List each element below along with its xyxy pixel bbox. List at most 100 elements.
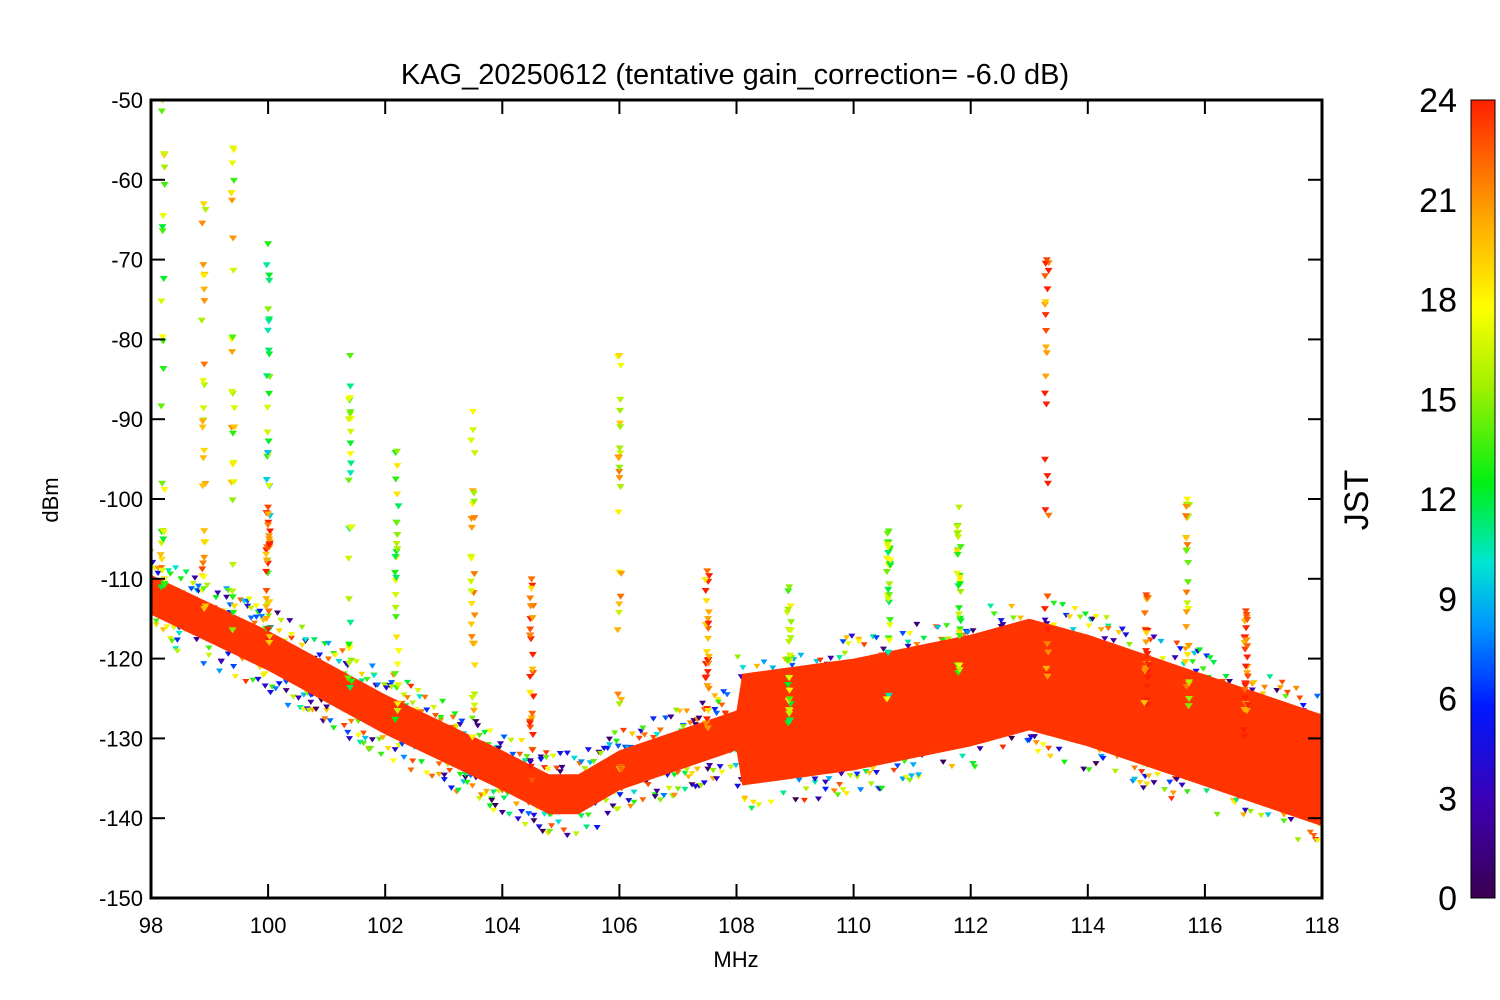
data-point	[1140, 610, 1149, 617]
data-point	[1145, 773, 1153, 779]
data-point	[393, 701, 402, 708]
data-point	[767, 799, 775, 805]
y-tick-label: -120	[99, 647, 143, 672]
x-tick-label: 102	[367, 913, 404, 938]
data-point	[716, 764, 724, 770]
x-tick-label: 100	[250, 913, 287, 938]
data-point	[1257, 812, 1265, 819]
data-point	[1138, 769, 1146, 775]
data-point	[423, 770, 431, 776]
data-point	[456, 771, 464, 778]
data-point	[497, 741, 505, 747]
data-point	[166, 571, 174, 577]
data-point	[784, 657, 793, 664]
data-point	[262, 568, 271, 575]
data-point	[160, 487, 169, 494]
x-tick-label: 110	[836, 913, 871, 938]
data-point	[470, 571, 479, 578]
data-point	[495, 745, 503, 752]
data-point	[1161, 787, 1169, 793]
data-point	[230, 424, 239, 431]
data-point	[1043, 641, 1052, 648]
data-point	[785, 696, 794, 703]
data-point	[525, 811, 533, 817]
data-point	[1044, 512, 1053, 519]
data-point	[252, 603, 260, 609]
data-point	[1276, 685, 1284, 691]
data-point	[469, 490, 478, 497]
data-point	[1142, 683, 1151, 690]
data-point	[720, 689, 728, 695]
data-point	[193, 636, 201, 643]
data-point	[200, 528, 209, 535]
data-point	[718, 702, 726, 708]
data-point	[616, 450, 625, 457]
data-point	[628, 731, 636, 737]
data-point	[816, 657, 824, 663]
colorbar-tick-label: 9	[1438, 581, 1457, 619]
data-point	[509, 751, 517, 758]
data-point	[1157, 638, 1165, 645]
data-point	[884, 544, 893, 551]
data-point	[490, 807, 498, 814]
data-point	[1042, 665, 1051, 672]
data-point	[262, 557, 271, 564]
data-point	[264, 347, 273, 354]
data-point	[1099, 755, 1107, 762]
data-point	[885, 592, 894, 599]
data-point	[785, 711, 794, 718]
data-point	[701, 577, 710, 584]
data-point	[393, 463, 402, 470]
data-point	[1240, 733, 1249, 740]
data-point	[662, 715, 670, 721]
data-point	[1182, 624, 1191, 631]
data-point	[540, 811, 548, 817]
data-point	[630, 799, 638, 805]
data-point	[821, 786, 829, 792]
data-point	[853, 774, 861, 780]
y-tick-label: -130	[99, 726, 143, 751]
data-point	[549, 753, 557, 759]
data-point	[615, 468, 624, 475]
data-point	[956, 544, 965, 551]
data-point	[702, 649, 711, 656]
data-point	[526, 689, 535, 696]
data-point	[1092, 613, 1100, 620]
data-point	[785, 675, 794, 682]
data-point	[570, 755, 578, 762]
data-point	[175, 630, 183, 637]
data-point	[528, 747, 537, 754]
data-point	[392, 549, 401, 556]
data-point	[1034, 748, 1042, 755]
data-point	[1041, 301, 1050, 308]
data-point	[1192, 668, 1200, 675]
data-point	[1131, 765, 1139, 771]
data-point	[836, 655, 844, 661]
data-point	[157, 298, 166, 305]
data-point	[1146, 637, 1154, 643]
data-point	[1050, 622, 1058, 628]
data-point	[407, 767, 415, 773]
data-point	[693, 766, 701, 772]
data-point	[1008, 735, 1016, 742]
data-point	[1110, 638, 1118, 644]
data-point	[883, 541, 892, 548]
data-point	[1097, 627, 1105, 633]
data-point	[261, 683, 269, 689]
data-point	[1243, 643, 1252, 650]
data-point	[521, 758, 529, 764]
data-point	[1184, 642, 1193, 649]
data-point	[615, 609, 624, 616]
data-point	[614, 806, 622, 812]
data-point	[1043, 593, 1052, 600]
data-point	[467, 621, 476, 628]
data-point	[199, 560, 208, 567]
data-point	[1043, 673, 1052, 680]
data-point	[527, 715, 536, 722]
data-point	[886, 560, 895, 567]
data-point	[814, 796, 822, 802]
data-point	[704, 609, 713, 616]
colorbar-label: JST	[1338, 470, 1376, 530]
data-point	[475, 732, 483, 739]
data-point	[394, 648, 403, 655]
